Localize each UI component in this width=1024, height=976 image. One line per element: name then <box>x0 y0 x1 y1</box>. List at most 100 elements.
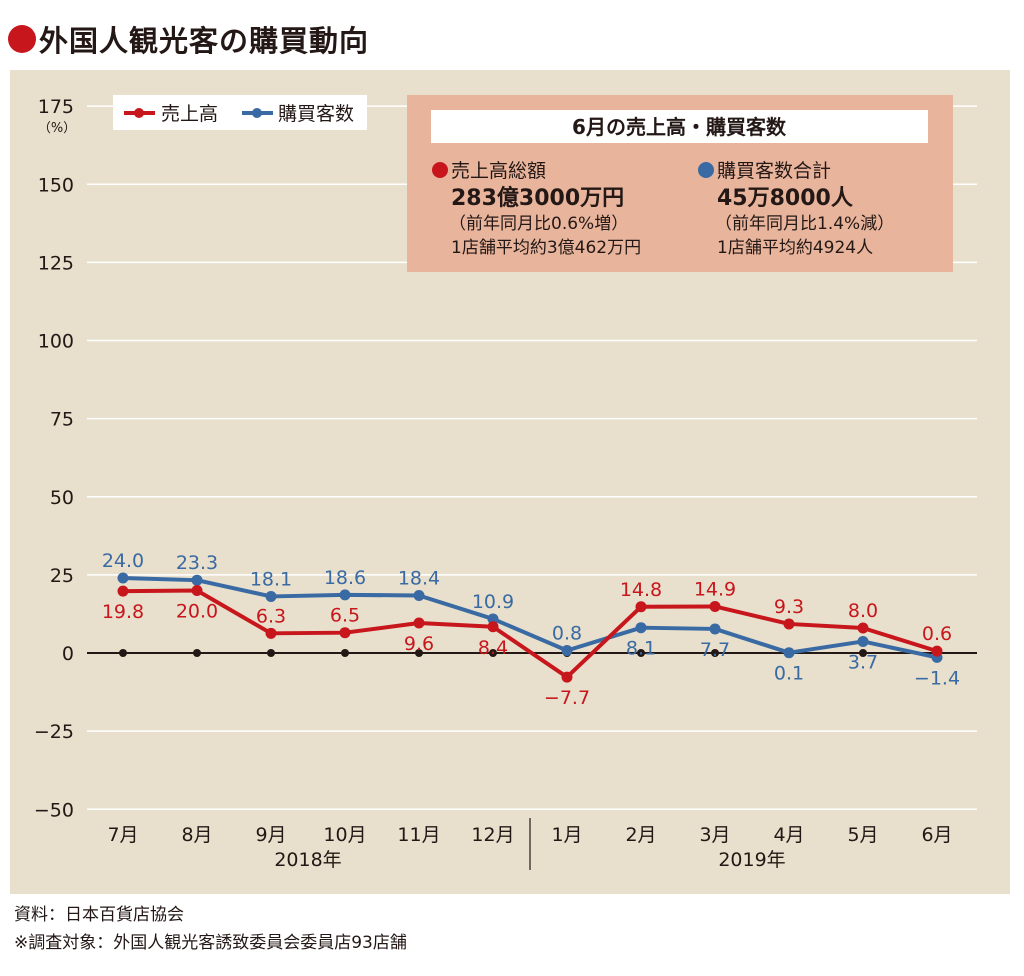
data-point-sales <box>709 600 721 612</box>
data-point-sales <box>635 601 647 613</box>
data-point-sales <box>339 627 351 639</box>
y-tick-label: 175 <box>38 96 74 118</box>
legend-marker-customers <box>252 108 262 118</box>
data-label-customers: 24.0 <box>102 550 144 572</box>
zero-axis-dot <box>193 649 201 657</box>
data-point-sales <box>117 585 129 597</box>
data-point-sales <box>413 617 425 629</box>
data-point-customers <box>191 574 203 586</box>
info-bullet-customers-icon <box>698 162 714 178</box>
source-note: 資料：日本百貨店協会 <box>14 905 184 925</box>
zero-axis-dot <box>119 649 127 657</box>
info-average-sales: 1店舗平均約3億462万円 <box>451 238 641 258</box>
survey-note: ※調査対象：外国人観光客誘致委員会委員店93店舗 <box>14 933 407 953</box>
data-label-sales: 0.6 <box>922 623 952 645</box>
zero-axis-dot <box>415 649 423 657</box>
data-label-customers: 7.7 <box>700 639 730 661</box>
y-tick-label: 150 <box>38 174 74 196</box>
x-tick-label: 10月 <box>323 824 366 846</box>
x-tick-label: 5月 <box>847 824 878 846</box>
year-label: 2018年 <box>274 849 341 871</box>
data-point-customers <box>709 623 721 635</box>
data-point-sales <box>191 585 203 596</box>
zero-axis-dot <box>267 649 275 657</box>
y-tick-label: 75 <box>50 409 74 431</box>
info-amount-sales: 283億3000万円 <box>451 185 624 211</box>
data-label-sales: 6.3 <box>256 605 286 627</box>
line-chart: −50 −25 0 25 50 75 100 125 150 175 （%） 7月 8月 9月 10月 11月… <box>10 70 1010 894</box>
data-point-customers <box>487 613 499 625</box>
data-label-customers: 3.7 <box>848 651 878 673</box>
data-point-customers <box>117 572 129 584</box>
data-label-customers: 8.1 <box>626 638 656 660</box>
legend-box <box>113 95 367 130</box>
x-tick-label: 9月 <box>255 824 286 846</box>
data-point-customers <box>413 590 425 601</box>
legend-label-sales: 売上高 <box>161 103 218 125</box>
info-box-title-bg <box>431 110 928 143</box>
series-line-sales <box>121 588 939 680</box>
x-tick-label: 7月 <box>107 824 138 846</box>
info-heading-customers: 購買客数合計 <box>717 160 831 182</box>
data-label-sales: 19.8 <box>102 601 144 623</box>
info-amount-customers: 45万8000人 <box>717 186 853 211</box>
y-tick-label: 25 <box>50 565 74 587</box>
info-heading-sales: 売上高総額 <box>451 160 546 182</box>
title-text: 外国人観光客の購買動向 <box>39 24 370 58</box>
data-label-customers: 18.1 <box>250 568 292 590</box>
data-label-sales: 6.5 <box>330 605 360 627</box>
data-point-sales <box>265 627 277 639</box>
legend-label-customers: 購買客数 <box>278 103 354 125</box>
info-box-title: 6月の売上高・購買客数 <box>572 115 787 139</box>
x-tick-label: 3月 <box>699 824 730 846</box>
data-label-customers: 10.9 <box>472 591 514 613</box>
data-point-customers <box>635 622 647 634</box>
y-tick-label: 125 <box>38 252 74 274</box>
x-tick-label: 4月 <box>773 824 804 846</box>
data-point-customers <box>265 590 277 602</box>
data-label-sales: −7.7 <box>544 687 590 709</box>
info-change-customers: （前年同月比1.4%減） <box>715 214 894 234</box>
data-point-customers <box>339 589 351 601</box>
data-label-customers: 23.3 <box>176 552 218 574</box>
x-tick-label: 8月 <box>181 824 212 846</box>
title-bullet-icon <box>8 25 36 53</box>
data-point-customers <box>561 645 573 656</box>
info-bullet-sales-icon <box>432 162 448 178</box>
zero-axis-dot <box>341 649 349 657</box>
data-label-customers: 18.6 <box>324 567 366 589</box>
data-label-customers: 18.4 <box>398 568 440 590</box>
data-label-sales: 20.0 <box>176 601 218 623</box>
data-point-customers <box>783 647 795 659</box>
y-tick-label: −50 <box>34 799 74 821</box>
year-label: 2019年 <box>718 849 785 871</box>
legend-marker-sales <box>134 108 144 118</box>
data-point-customers <box>857 635 869 647</box>
info-average-customers: 1店舗平均約4924人 <box>717 238 873 258</box>
data-point-sales <box>931 645 943 657</box>
y-unit-label: （%） <box>38 121 76 136</box>
data-point-sales <box>857 622 869 634</box>
zero-axis-dot <box>711 649 719 657</box>
y-tick-label: 100 <box>38 331 74 353</box>
data-label-sales: 9.3 <box>774 596 804 618</box>
data-point-sales <box>561 671 573 683</box>
data-point-sales <box>783 618 795 630</box>
y-tick-label: 0 <box>62 643 74 665</box>
data-label-sales: 8.4 <box>478 637 508 659</box>
zero-axis-dot <box>637 649 645 657</box>
data-label-sales: 9.6 <box>404 633 434 655</box>
data-label-sales: 8.0 <box>848 600 878 622</box>
zero-axis-dot <box>859 649 867 657</box>
data-label-customers: 0.8 <box>552 623 582 645</box>
data-label-customers: 0.1 <box>774 663 804 685</box>
data-label-customers: −1.4 <box>914 667 960 689</box>
chart-title: 外国人観光客の購買動向 <box>8 18 369 60</box>
data-point-sales <box>487 621 499 633</box>
x-tick-label: 6月 <box>921 824 952 846</box>
x-tick-label: 11月 <box>397 824 440 846</box>
series-line-customers <box>121 576 939 660</box>
y-tick-label: 50 <box>50 487 74 509</box>
x-tick-label: 12月 <box>471 824 514 846</box>
zero-axis-dot <box>489 649 497 657</box>
